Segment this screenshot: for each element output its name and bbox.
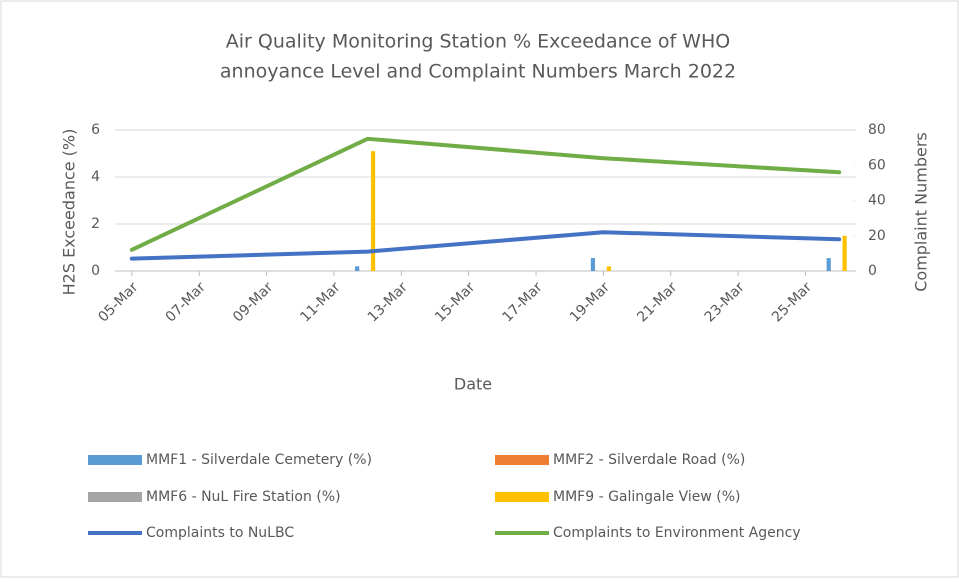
y2-tick-label: 20 xyxy=(868,228,886,244)
legend-label: MMF1 - Silverdale Cemetery (%) xyxy=(146,452,372,468)
bar xyxy=(355,266,360,271)
bar xyxy=(370,151,376,271)
y2-tick-label: 60 xyxy=(868,157,886,173)
chart-title: Air Quality Monitoring Station % Exceeda… xyxy=(226,31,730,53)
y-tick-label: 6 xyxy=(91,122,100,138)
legend-swatch xyxy=(88,455,142,465)
y-tick-label: 2 xyxy=(91,216,100,232)
y-axis-title: H2S Exceedance (%) xyxy=(60,129,79,296)
y-tick-label: 4 xyxy=(91,169,100,185)
legend-swatch xyxy=(495,455,549,465)
legend-label: MMF2 - Silverdale Road (%) xyxy=(553,452,745,468)
legend-swatch xyxy=(495,492,549,502)
y2-axis-title: Complaint Numbers xyxy=(912,132,931,292)
bar xyxy=(842,235,847,271)
line xyxy=(129,230,842,261)
y2-tick-label: 0 xyxy=(868,263,877,279)
bar xyxy=(826,258,831,271)
line xyxy=(129,136,842,252)
legend-label: MMF6 - NuL Fire Station (%) xyxy=(146,489,341,505)
y-tick-label: 0 xyxy=(91,263,100,279)
chart-title: annoyance Level and Complaint Numbers Ma… xyxy=(220,61,736,83)
bar xyxy=(590,258,596,271)
bar xyxy=(606,266,611,271)
legend-swatch xyxy=(88,492,142,502)
y2-tick-label: 80 xyxy=(868,122,886,138)
x-axis-title: Date xyxy=(454,375,492,394)
legend-label: Complaints to Environment Agency xyxy=(553,525,801,541)
legend-label: MMF9 - Galingale View (%) xyxy=(553,489,740,505)
legend-label: Complaints to NuLBC xyxy=(146,525,294,541)
y2-tick-label: 40 xyxy=(868,193,886,209)
